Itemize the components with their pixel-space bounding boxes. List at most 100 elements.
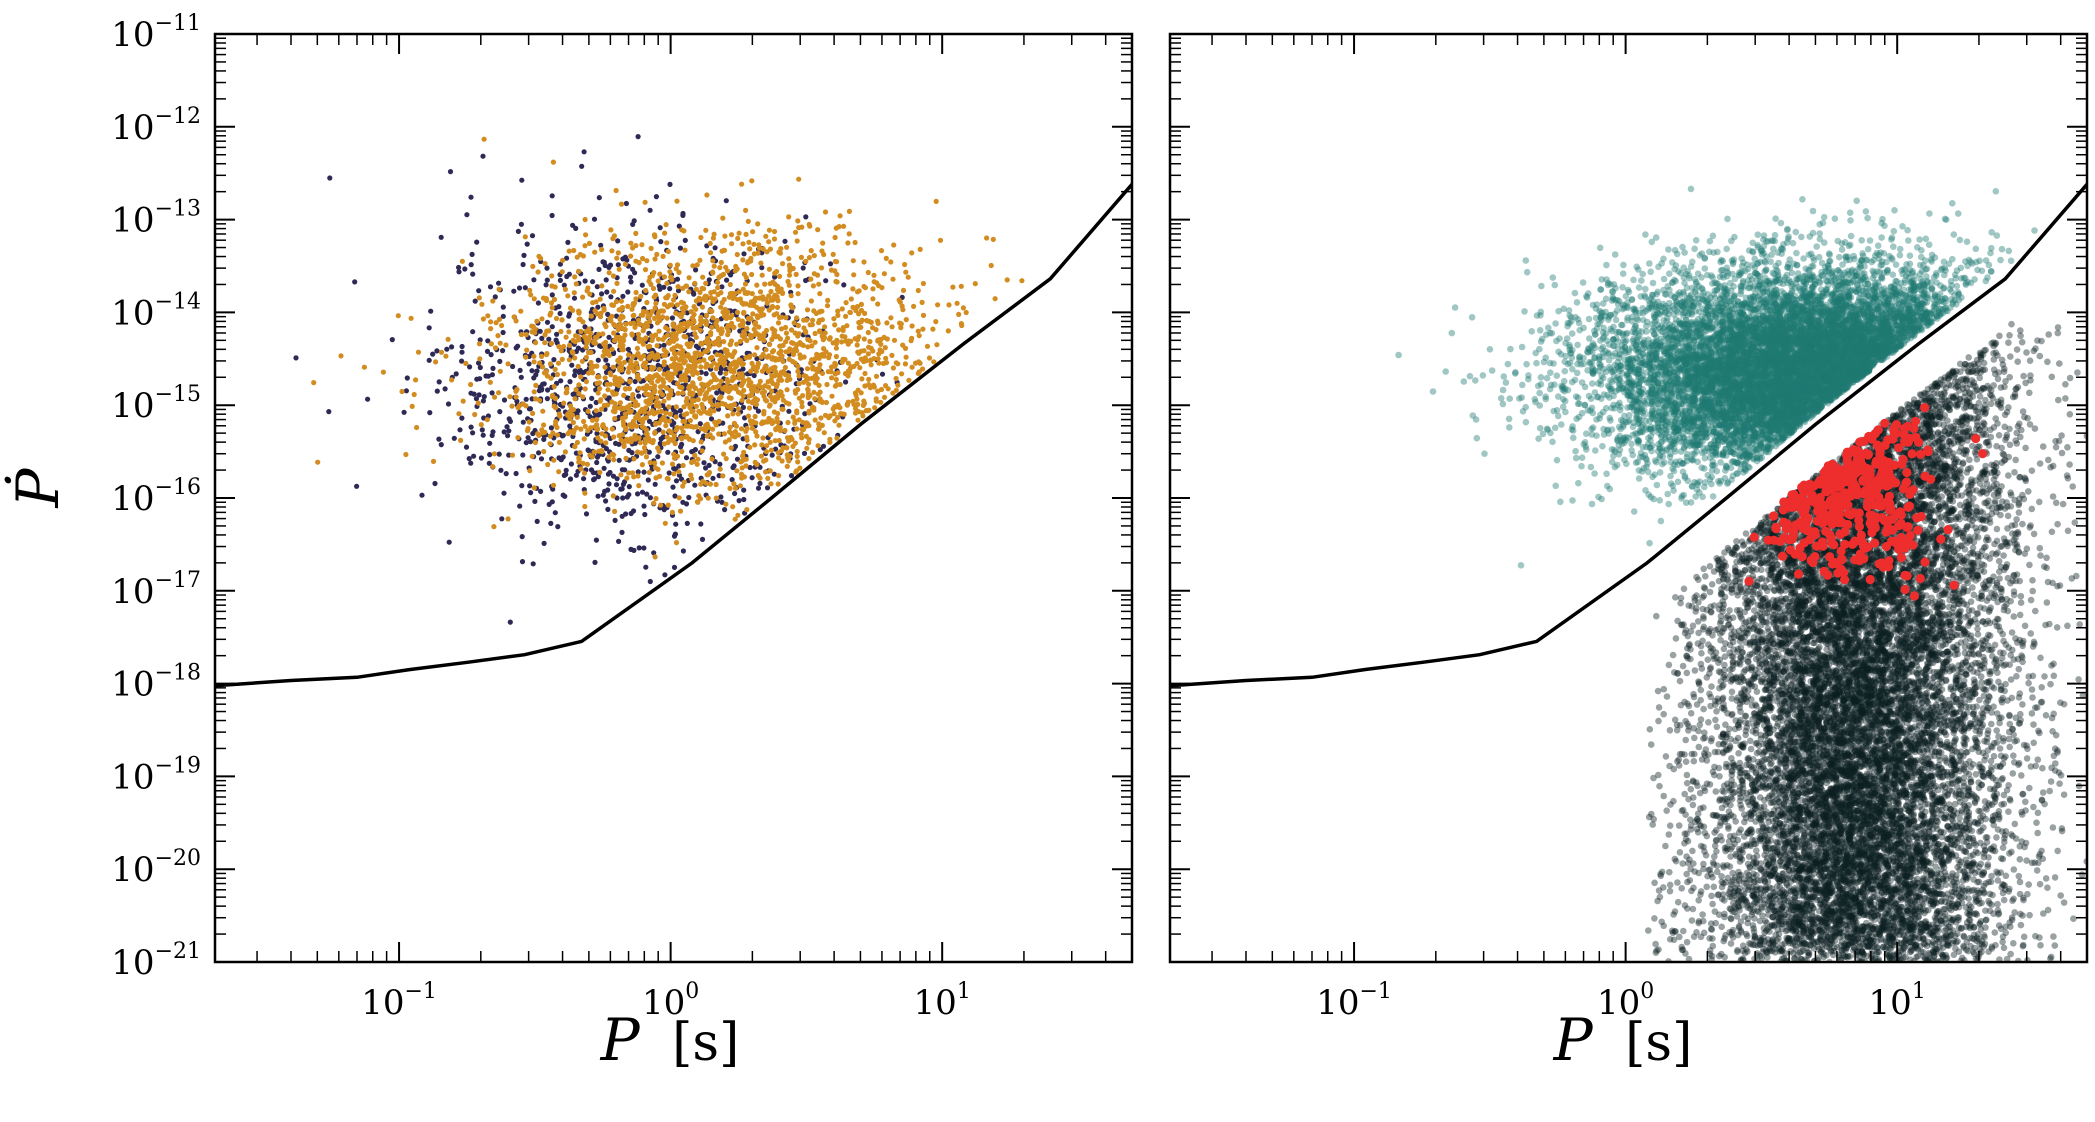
scatter-point xyxy=(620,293,626,299)
scatter-point xyxy=(862,370,868,377)
scatter-point xyxy=(735,316,741,322)
scatter-point xyxy=(667,181,673,187)
scatter-point xyxy=(721,451,727,457)
scatter-point xyxy=(1004,277,1010,283)
scatter-point xyxy=(884,336,890,342)
scatter-point xyxy=(730,411,736,417)
scatter-point xyxy=(819,399,825,405)
scatter-point xyxy=(697,297,703,303)
scatter-point xyxy=(826,355,832,361)
scatter-point xyxy=(893,375,899,382)
scatter-point xyxy=(780,261,786,267)
scatter-point xyxy=(522,234,528,240)
scatter-point xyxy=(785,278,791,285)
scatter-point xyxy=(556,439,563,445)
scatter-point xyxy=(709,324,715,330)
scatter-point xyxy=(750,229,756,235)
scatter-point xyxy=(538,488,544,494)
scatter-point xyxy=(865,269,871,276)
scatter-point xyxy=(590,300,596,306)
scatter-point xyxy=(700,386,706,392)
scatter-point xyxy=(604,289,610,295)
scatter-point xyxy=(563,390,569,396)
scatter-point xyxy=(708,290,714,296)
scatter-point xyxy=(618,298,625,304)
scatter-point xyxy=(878,399,884,405)
scatter-point xyxy=(541,540,547,547)
scatter-point xyxy=(489,390,495,396)
scatter-point xyxy=(503,471,509,477)
scatter-point xyxy=(714,352,720,358)
scatter-point xyxy=(792,388,798,394)
scatter-point xyxy=(636,335,642,341)
scatter-point xyxy=(777,250,784,256)
scatter-point xyxy=(871,384,877,390)
scatter-point xyxy=(693,414,699,420)
scatter-point xyxy=(839,339,845,345)
scatter-point xyxy=(767,439,773,445)
scatter-point xyxy=(538,456,545,462)
scatter-point xyxy=(733,383,739,389)
scatter-point xyxy=(767,468,773,474)
scatter-point xyxy=(615,250,621,256)
scatter-point xyxy=(746,405,753,411)
scatter-point xyxy=(606,264,612,270)
scatter-point xyxy=(501,397,508,403)
scatter-point xyxy=(845,373,851,379)
scatter-point xyxy=(632,432,638,438)
scatter-point xyxy=(657,317,663,324)
scatter-point xyxy=(726,437,732,443)
scatter-point xyxy=(899,371,905,377)
scatter-point xyxy=(846,208,853,214)
scatter-point xyxy=(617,376,623,382)
scatter-point xyxy=(731,375,738,381)
scatter-point xyxy=(531,277,537,283)
scatter-point xyxy=(677,245,684,251)
scatter-point xyxy=(879,371,886,377)
scatter-point xyxy=(507,394,513,400)
scatter-point xyxy=(862,310,868,316)
scatter-point xyxy=(1635,475,1643,482)
scatter-point xyxy=(527,468,533,474)
scatter-point xyxy=(721,431,728,437)
scatter-point xyxy=(740,453,746,459)
scatter-point xyxy=(572,355,578,361)
scatter-point xyxy=(513,318,519,324)
scatter-point xyxy=(651,500,657,506)
scatter-point xyxy=(594,426,601,432)
scatter-point xyxy=(635,473,641,479)
scatter-point xyxy=(459,258,465,264)
scatter-point xyxy=(564,273,570,280)
scatter-point xyxy=(790,351,797,357)
scatter-point xyxy=(556,344,562,350)
scatter-point xyxy=(631,474,637,480)
scatter-point xyxy=(470,329,476,335)
scatter-point xyxy=(611,330,617,336)
scatter-point xyxy=(655,352,661,358)
scatter-point xyxy=(1998,245,2006,253)
scatter-point xyxy=(642,199,648,205)
scatter-point xyxy=(708,308,715,314)
scatter-point xyxy=(763,449,770,455)
scatter-point xyxy=(610,493,616,499)
scatter-point xyxy=(816,320,822,326)
scatter-point xyxy=(672,292,678,298)
scatter-point xyxy=(719,499,725,505)
scatter-point xyxy=(759,390,765,396)
scatter-point xyxy=(657,225,663,231)
scatter-point xyxy=(819,370,826,376)
scatter-point xyxy=(805,344,811,350)
scatter-point xyxy=(664,475,670,482)
scatter-point xyxy=(812,330,818,337)
scatter-point xyxy=(497,409,503,415)
scatter-point xyxy=(723,384,730,390)
scatter-point xyxy=(703,339,709,345)
scatter-point xyxy=(703,297,709,303)
scatter-point xyxy=(728,232,735,238)
scatter-point xyxy=(833,225,839,231)
scatter-point xyxy=(612,508,618,514)
scatter-point xyxy=(647,343,653,349)
scatter-point xyxy=(551,384,557,390)
scatter-point xyxy=(561,282,567,288)
scatter-point xyxy=(586,240,593,246)
